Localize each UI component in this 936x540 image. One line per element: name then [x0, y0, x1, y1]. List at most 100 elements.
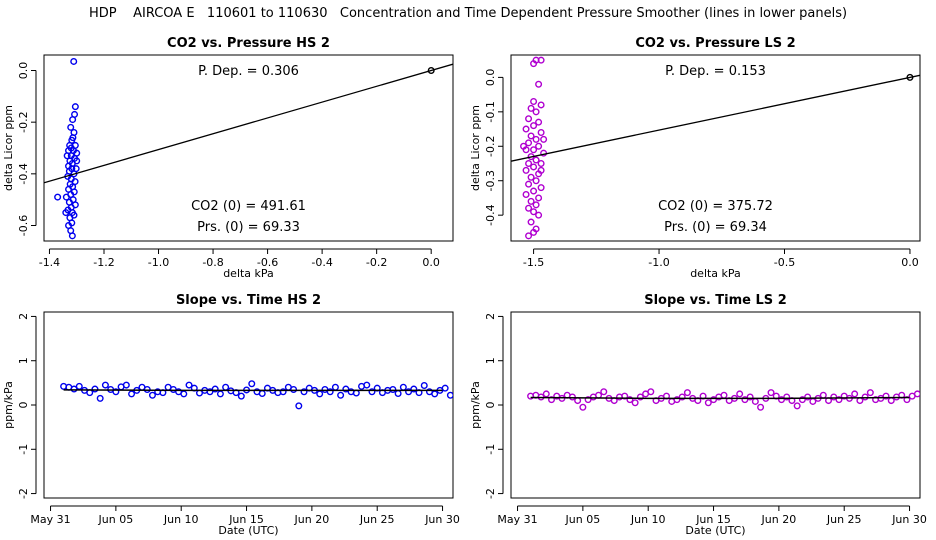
page-title: HDP AIRCOA E 110601 to 110630 Concentrat…: [88, 6, 848, 21]
data-point: [522, 166, 530, 174]
data-point: [537, 101, 545, 109]
data-point: [206, 388, 214, 396]
data-point: [101, 381, 109, 389]
data-point: [851, 390, 859, 398]
data-point: [757, 403, 765, 411]
data-point: [128, 390, 136, 398]
plot-area: [60, 380, 453, 410]
y-tick-label: -0.3: [484, 170, 497, 191]
data-point: [279, 388, 287, 396]
data-point: [441, 384, 449, 392]
x-tick-label: Jun 10: [163, 513, 199, 526]
data-point: [389, 386, 397, 394]
y-tick-label: 0: [17, 402, 30, 409]
x-tick-label: Jun 15: [695, 513, 731, 526]
y-tick-label: 1: [484, 357, 497, 364]
y-tick-label: -0.1: [484, 101, 497, 122]
data-point: [568, 393, 576, 401]
x-tick-label: Jun 30: [891, 513, 927, 526]
y-tick-label: -1: [17, 444, 30, 455]
data-point: [600, 388, 608, 396]
data-point: [777, 396, 785, 404]
y-axis-label: delta Licor ppm: [2, 105, 15, 191]
x-tick-label: Jun 20: [294, 513, 330, 526]
data-point: [532, 201, 540, 209]
data-point: [290, 386, 298, 394]
x-tick-label: -0.2: [366, 256, 387, 269]
data-point: [222, 383, 230, 391]
data-point: [63, 152, 71, 160]
data-point: [522, 125, 530, 133]
data-point: [180, 390, 188, 398]
data-point: [520, 142, 528, 150]
data-point: [882, 392, 890, 400]
data-point: [62, 209, 70, 217]
data-point: [69, 116, 77, 124]
data-point: [767, 389, 775, 397]
y-axis-label: ppm/kPa: [469, 381, 482, 429]
co2-zero-annotation: CO2 (0) = 375.72: [658, 199, 773, 214]
x-axis-label: Date (UTC): [218, 524, 278, 537]
data-point: [54, 193, 62, 201]
data-point: [331, 383, 339, 391]
data-point: [527, 218, 535, 226]
y-tick-label: -0.4: [484, 204, 497, 225]
data-point: [537, 56, 545, 64]
data-point: [631, 399, 639, 407]
x-tick-label: -1.2: [93, 256, 114, 269]
data-point: [537, 128, 545, 136]
data-point: [530, 122, 538, 130]
data-point: [68, 232, 76, 240]
data-point: [866, 389, 874, 397]
x-tick-label: Jun 15: [228, 513, 264, 526]
x-tick-label: -1.5: [523, 256, 544, 269]
data-point: [530, 97, 538, 105]
plot-area: [44, 57, 453, 240]
data-point: [530, 146, 538, 154]
data-point: [527, 132, 535, 140]
data-point: [798, 396, 806, 404]
data-point: [542, 390, 550, 398]
chart-ls-scatter: CO2 vs. Pressure LS 2 -1.5 -1.0 -0.5 0.0 delt…: [469, 36, 921, 280]
data-point: [535, 118, 543, 126]
chart-hs-time: Slope vs. Time HS 2 May 31 Jun 05 Jun 10 Jun…: [2, 293, 460, 537]
data-point: [96, 394, 104, 402]
data-point: [741, 396, 749, 404]
x-tick-label: -0.8: [202, 256, 223, 269]
chart-title: CO2 vs. Pressure LS 2: [635, 36, 795, 51]
data-point: [710, 396, 718, 404]
data-point: [420, 382, 428, 390]
x-tick-label: -1.4: [39, 256, 60, 269]
data-point: [446, 391, 453, 399]
data-point: [295, 402, 303, 410]
data-point: [211, 385, 219, 393]
x-tick-label: May 31: [30, 513, 70, 526]
data-point: [216, 390, 224, 398]
data-point: [70, 57, 78, 65]
data-point: [793, 402, 801, 410]
data-point: [67, 144, 75, 152]
data-point: [530, 163, 538, 171]
x-tick-label: -0.6: [257, 256, 278, 269]
plot-frame: [43, 311, 454, 499]
data-point: [75, 382, 83, 390]
data-point: [73, 157, 81, 165]
data-point: [532, 135, 540, 143]
plot-area: [511, 56, 920, 240]
x-tick-label: Jun 20: [761, 513, 797, 526]
data-point: [647, 388, 655, 396]
x-tick-label: Jun 25: [359, 513, 395, 526]
data-point: [548, 396, 556, 404]
y-tick-label: 1: [17, 357, 30, 364]
x-tick-label: Jun 05: [565, 513, 601, 526]
data-point: [537, 166, 545, 174]
chart-title: Slope vs. Time HS 2: [176, 293, 321, 308]
data-point: [67, 123, 75, 131]
plot-frame: [43, 54, 454, 242]
data-point: [819, 391, 827, 399]
y-tick-label: 2: [17, 313, 30, 320]
data-point: [122, 381, 130, 389]
data-point: [532, 156, 540, 164]
data-point: [525, 115, 533, 123]
data-point: [399, 383, 407, 391]
